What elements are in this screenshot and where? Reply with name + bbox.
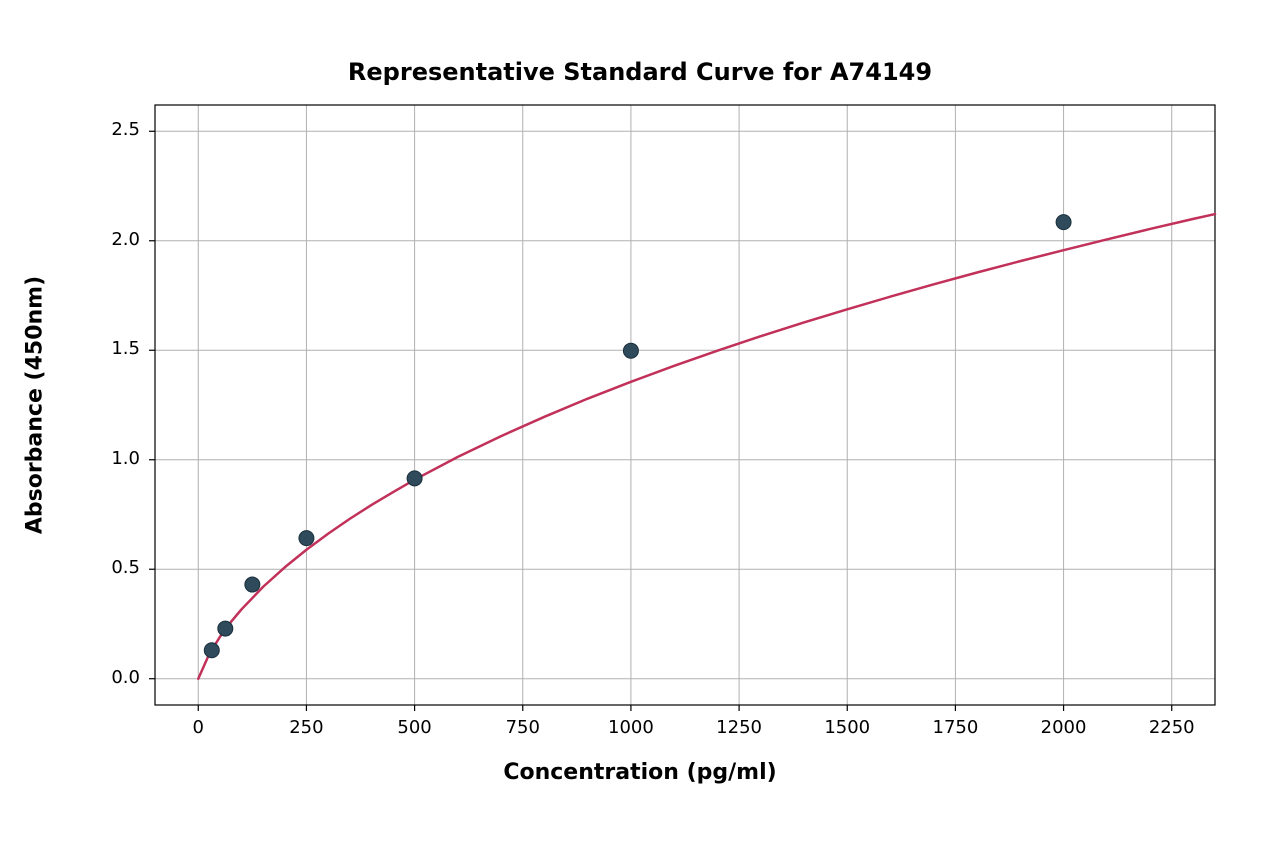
x-tick-label: 1500: [807, 717, 887, 738]
y-tick-label: 1.0: [85, 448, 140, 469]
y-tick-label: 0.0: [85, 667, 140, 688]
y-tick-label: 0.5: [85, 557, 140, 578]
y-tick-label: 2.0: [85, 229, 140, 250]
y-tick-label: 2.5: [85, 119, 140, 140]
x-tick-label: 1250: [699, 717, 779, 738]
x-tick-label: 500: [375, 717, 455, 738]
y-tick-label: 1.5: [85, 338, 140, 359]
x-tick-label: 2250: [1132, 717, 1212, 738]
x-tick-label: 1750: [915, 717, 995, 738]
x-tick-label: 1000: [591, 717, 671, 738]
x-tick-label: 250: [266, 717, 346, 738]
standard-curve-chart: Representative Standard Curve for A74149…: [0, 0, 1280, 845]
x-axis-label: Concentration (pg/ml): [0, 760, 1280, 785]
x-tick-label: 750: [483, 717, 563, 738]
x-tick-label: 2000: [1024, 717, 1104, 738]
x-tick-label: 0: [158, 717, 238, 738]
y-axis-label: Absorbance (450nm): [23, 276, 48, 534]
